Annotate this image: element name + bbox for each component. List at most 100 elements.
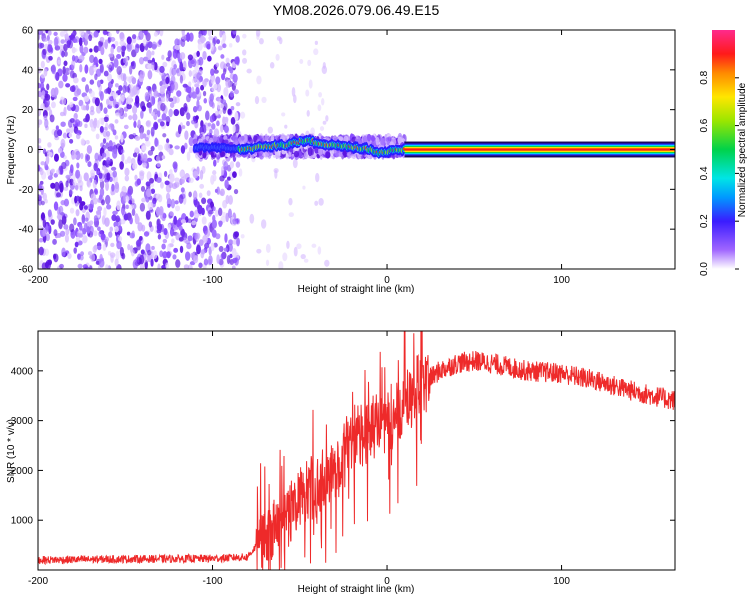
spectrogram-noise-cell — [98, 172, 103, 179]
spectrogram-noise-cell — [115, 215, 121, 223]
spectrogram-noise-cell — [69, 207, 75, 214]
spectrogram-noise-cell — [317, 246, 322, 255]
spectrogram-noise-cell — [318, 92, 323, 98]
spectrogram-ytick-label: 60 — [22, 26, 34, 37]
spectrogram-noise-cell — [58, 205, 64, 215]
spectrogram-noise-cell — [214, 110, 220, 117]
spectrogram-noise-cell — [69, 223, 75, 233]
spectrogram-noise-cell — [157, 194, 163, 203]
spectrogram-noise-cell — [180, 187, 185, 193]
spectrogram-noise-cell — [173, 162, 178, 173]
spectrogram-noise-cell — [150, 182, 155, 188]
spectrogram-noise-cell — [79, 185, 83, 192]
spectrogram-noise-cell — [95, 210, 102, 215]
spectrogram-noise-cell — [198, 76, 203, 83]
spectrogram-noise-cell — [293, 246, 298, 257]
spectrogram-noise-cell — [275, 53, 280, 61]
spectrogram-noise-cell — [120, 149, 125, 154]
spectrogram-noise-cell — [105, 142, 109, 149]
spectrogram-noise-cell — [318, 197, 324, 206]
spectrogram-noise-cell — [371, 135, 376, 142]
spectrogram-noise-cell — [203, 226, 208, 236]
spectrogram-noise-cell — [112, 170, 118, 178]
spectrogram-noise-cell — [210, 42, 215, 52]
spectrogram-noise-cell — [134, 147, 140, 153]
spectrogram-noise-cell — [224, 179, 229, 189]
spectrogram-noise-cell — [147, 149, 154, 156]
spectrogram-noise-cell — [47, 30, 52, 36]
spectrogram-noise-cell — [256, 75, 262, 85]
spectrogram-noise-cell — [80, 138, 85, 146]
spectrogram-noise-cell — [187, 235, 193, 242]
spectrogram-noise-cell — [227, 108, 232, 115]
spectrogram-noise-cell — [157, 234, 162, 240]
spectrogram-noise-cell — [106, 204, 112, 210]
spectrogram-noise-cell — [94, 97, 100, 107]
spectrogram-noise-cell — [186, 218, 193, 224]
spectrogram-noise-cell — [132, 162, 138, 170]
spectrogram-noise-cell — [273, 168, 279, 174]
spectrogram-noise-cell — [63, 50, 68, 57]
spectrogram-noise-cell — [162, 238, 168, 244]
spectrogram-noise-cell — [69, 138, 74, 144]
spectrogram-noise-cell — [154, 138, 160, 147]
spectrogram-noise-cell — [177, 217, 184, 226]
spectrogram-noise-cell — [63, 30, 68, 34]
spectrogram-noise-cell — [38, 145, 42, 151]
spectrogram-noise-cell — [198, 192, 203, 199]
colorbar-tick-label: 0.2 — [699, 214, 710, 228]
spectrogram-noise-cell — [150, 126, 155, 137]
spectrogram-noise-cell — [214, 209, 219, 217]
snr-y-ticks: 1000 2000 3000 4000 — [11, 366, 675, 527]
spectrogram-noise-cell — [42, 228, 47, 237]
spectrogram-noise-cell — [201, 197, 207, 205]
spectrogram-noise-cell — [98, 90, 103, 97]
spectrogram-noise-cell — [47, 39, 53, 45]
spectrogram-noise-cell — [202, 50, 207, 60]
spectrogram-noise-cell — [73, 77, 79, 84]
spectrogram-noise-cell — [168, 97, 174, 102]
spectrogram-noise-cell — [114, 181, 120, 190]
spectrogram-noise-cell — [314, 40, 318, 46]
spectrogram-noise-cell — [114, 226, 119, 233]
spectrogram-noise-cell — [308, 79, 313, 89]
spectrogram-noise-cell — [50, 219, 55, 225]
spectrogram-noise-cell — [86, 226, 91, 234]
spectrogram-noise-cell — [191, 78, 197, 84]
spectrogram-noise-cell — [110, 166, 117, 171]
spectrogram-noise-cell — [173, 63, 178, 70]
spectrogram-noise-cell — [38, 82, 41, 89]
spectrogram-noise-cell — [179, 61, 184, 72]
spectrogram-noise-cell — [198, 262, 203, 269]
spectrogram-noise-cell — [88, 220, 94, 226]
spectrogram-noise-cell — [159, 121, 165, 127]
spectrogram-noise-cell — [216, 120, 220, 127]
spectrogram-noise-cell — [144, 137, 149, 142]
spectrogram-noise-cell — [159, 30, 164, 37]
spectrogram-noise-cell — [115, 143, 121, 150]
spectrogram-ytick-label: -60 — [19, 265, 34, 276]
spectrogram-noise-cell — [148, 103, 152, 114]
spectrogram-noise-cell — [151, 61, 155, 72]
spectrogram-noise-cell — [84, 266, 90, 269]
spectrogram-noise-cell — [207, 122, 212, 127]
spectrogram-noise-cell — [109, 226, 114, 232]
spectrogram-noise-cell — [50, 182, 56, 189]
spectrogram-noise-cell — [145, 210, 151, 220]
spectrogram-noise-cell — [210, 174, 215, 185]
spectrogram-noise-cell — [114, 258, 119, 267]
spectrogram-noise-cell — [321, 97, 325, 106]
spectrogram-noise-cell — [79, 44, 84, 54]
spectrogram-noise-cell — [188, 81, 192, 87]
spectrogram-noise-cell — [89, 90, 95, 98]
spectrogram-noise-cell — [45, 165, 49, 171]
spectrogram-noise-cell — [103, 207, 107, 217]
spectrogram-noise-cell — [140, 110, 144, 119]
spectrogram-noise-cell — [218, 207, 223, 217]
spectrogram-noise-cell — [225, 57, 230, 64]
spectrogram-noise-cell — [165, 138, 170, 144]
colorbar-tick-label: 0.8 — [699, 70, 710, 84]
spectrogram-noise-cell — [166, 121, 170, 127]
spectrogram-noise-cell — [60, 200, 66, 206]
spectrogram-noise-cell — [202, 234, 208, 243]
